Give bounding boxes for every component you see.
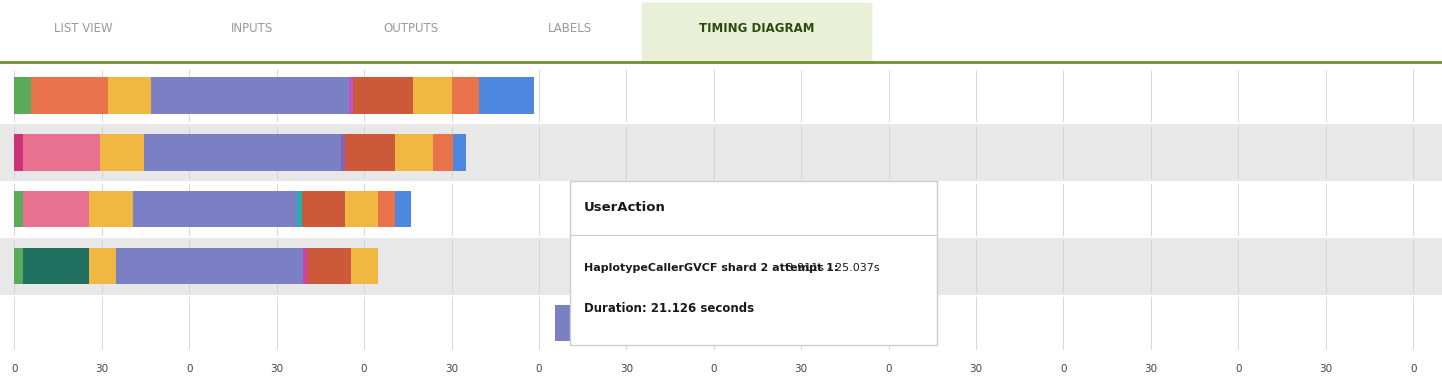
Bar [0,237,1442,295]
Bar [303,248,307,284]
Bar [346,191,378,228]
Text: 30: 30 [95,364,108,374]
Text: 0: 0 [885,364,893,374]
Bar [0,295,1442,352]
Text: 30: 30 [446,364,459,374]
Bar [133,191,297,228]
Bar [346,134,395,170]
Bar [708,305,712,341]
Text: 30: 30 [270,364,283,374]
Text: Duration: 21.126 seconds: Duration: 21.126 seconds [584,303,754,316]
Bar [23,191,89,228]
Bar [479,77,534,114]
Bar [353,77,414,114]
Bar [757,305,795,341]
Text: TIMING DIAGRAM: TIMING DIAGRAM [699,22,815,34]
Bar [30,77,108,114]
Text: 0: 0 [186,364,193,374]
Bar [395,134,433,170]
Bar [23,134,99,170]
Bar [795,305,812,341]
Bar [414,77,451,114]
Bar [340,134,346,170]
Text: UserAction: UserAction [584,201,666,214]
Bar [555,305,708,341]
Text: 0: 0 [12,364,17,374]
Text: 30: 30 [620,364,633,374]
Text: 30: 30 [1145,364,1158,374]
Bar [712,305,757,341]
Bar [89,248,117,284]
Bar [307,248,350,284]
FancyBboxPatch shape [642,2,872,62]
Bar [453,134,466,170]
Bar [23,248,89,284]
Text: LABELS: LABELS [548,22,591,34]
Bar [144,134,340,170]
Bar [14,248,23,284]
Bar [301,191,346,228]
Bar [297,191,301,228]
Text: OUTPUTS: OUTPUTS [384,22,438,34]
Bar [812,305,932,341]
Bar [89,191,133,228]
Text: 0: 0 [1060,364,1067,374]
Bar [151,77,349,114]
Text: 30: 30 [969,364,982,374]
Bar [0,67,1442,124]
Bar [14,191,23,228]
Text: 0: 0 [360,364,368,374]
Text: 0: 0 [711,364,717,374]
Bar [99,134,144,170]
Text: LIST VIEW: LIST VIEW [55,22,112,34]
Text: HaplotypeCallerGVCF shard 2 attempt 1:: HaplotypeCallerGVCF shard 2 attempt 1: [584,263,838,273]
Bar [0,124,1442,181]
Bar [395,191,411,228]
Bar [451,77,479,114]
Text: 30: 30 [1319,364,1332,374]
Text: 0: 0 [1410,364,1416,374]
Text: INPUTS: INPUTS [231,22,274,34]
Bar [108,77,151,114]
Bar [117,248,303,284]
Bar [14,134,23,170]
Bar [14,77,30,114]
Bar [350,248,378,284]
Bar [433,134,453,170]
Bar [378,191,395,228]
FancyBboxPatch shape [570,181,937,345]
Bar [349,77,353,114]
Text: 3.911s - 25.037s: 3.911s - 25.037s [783,263,880,273]
Text: 0: 0 [1234,364,1242,374]
Text: 0: 0 [535,364,542,374]
Text: 30: 30 [795,364,808,374]
Bar [0,181,1442,237]
